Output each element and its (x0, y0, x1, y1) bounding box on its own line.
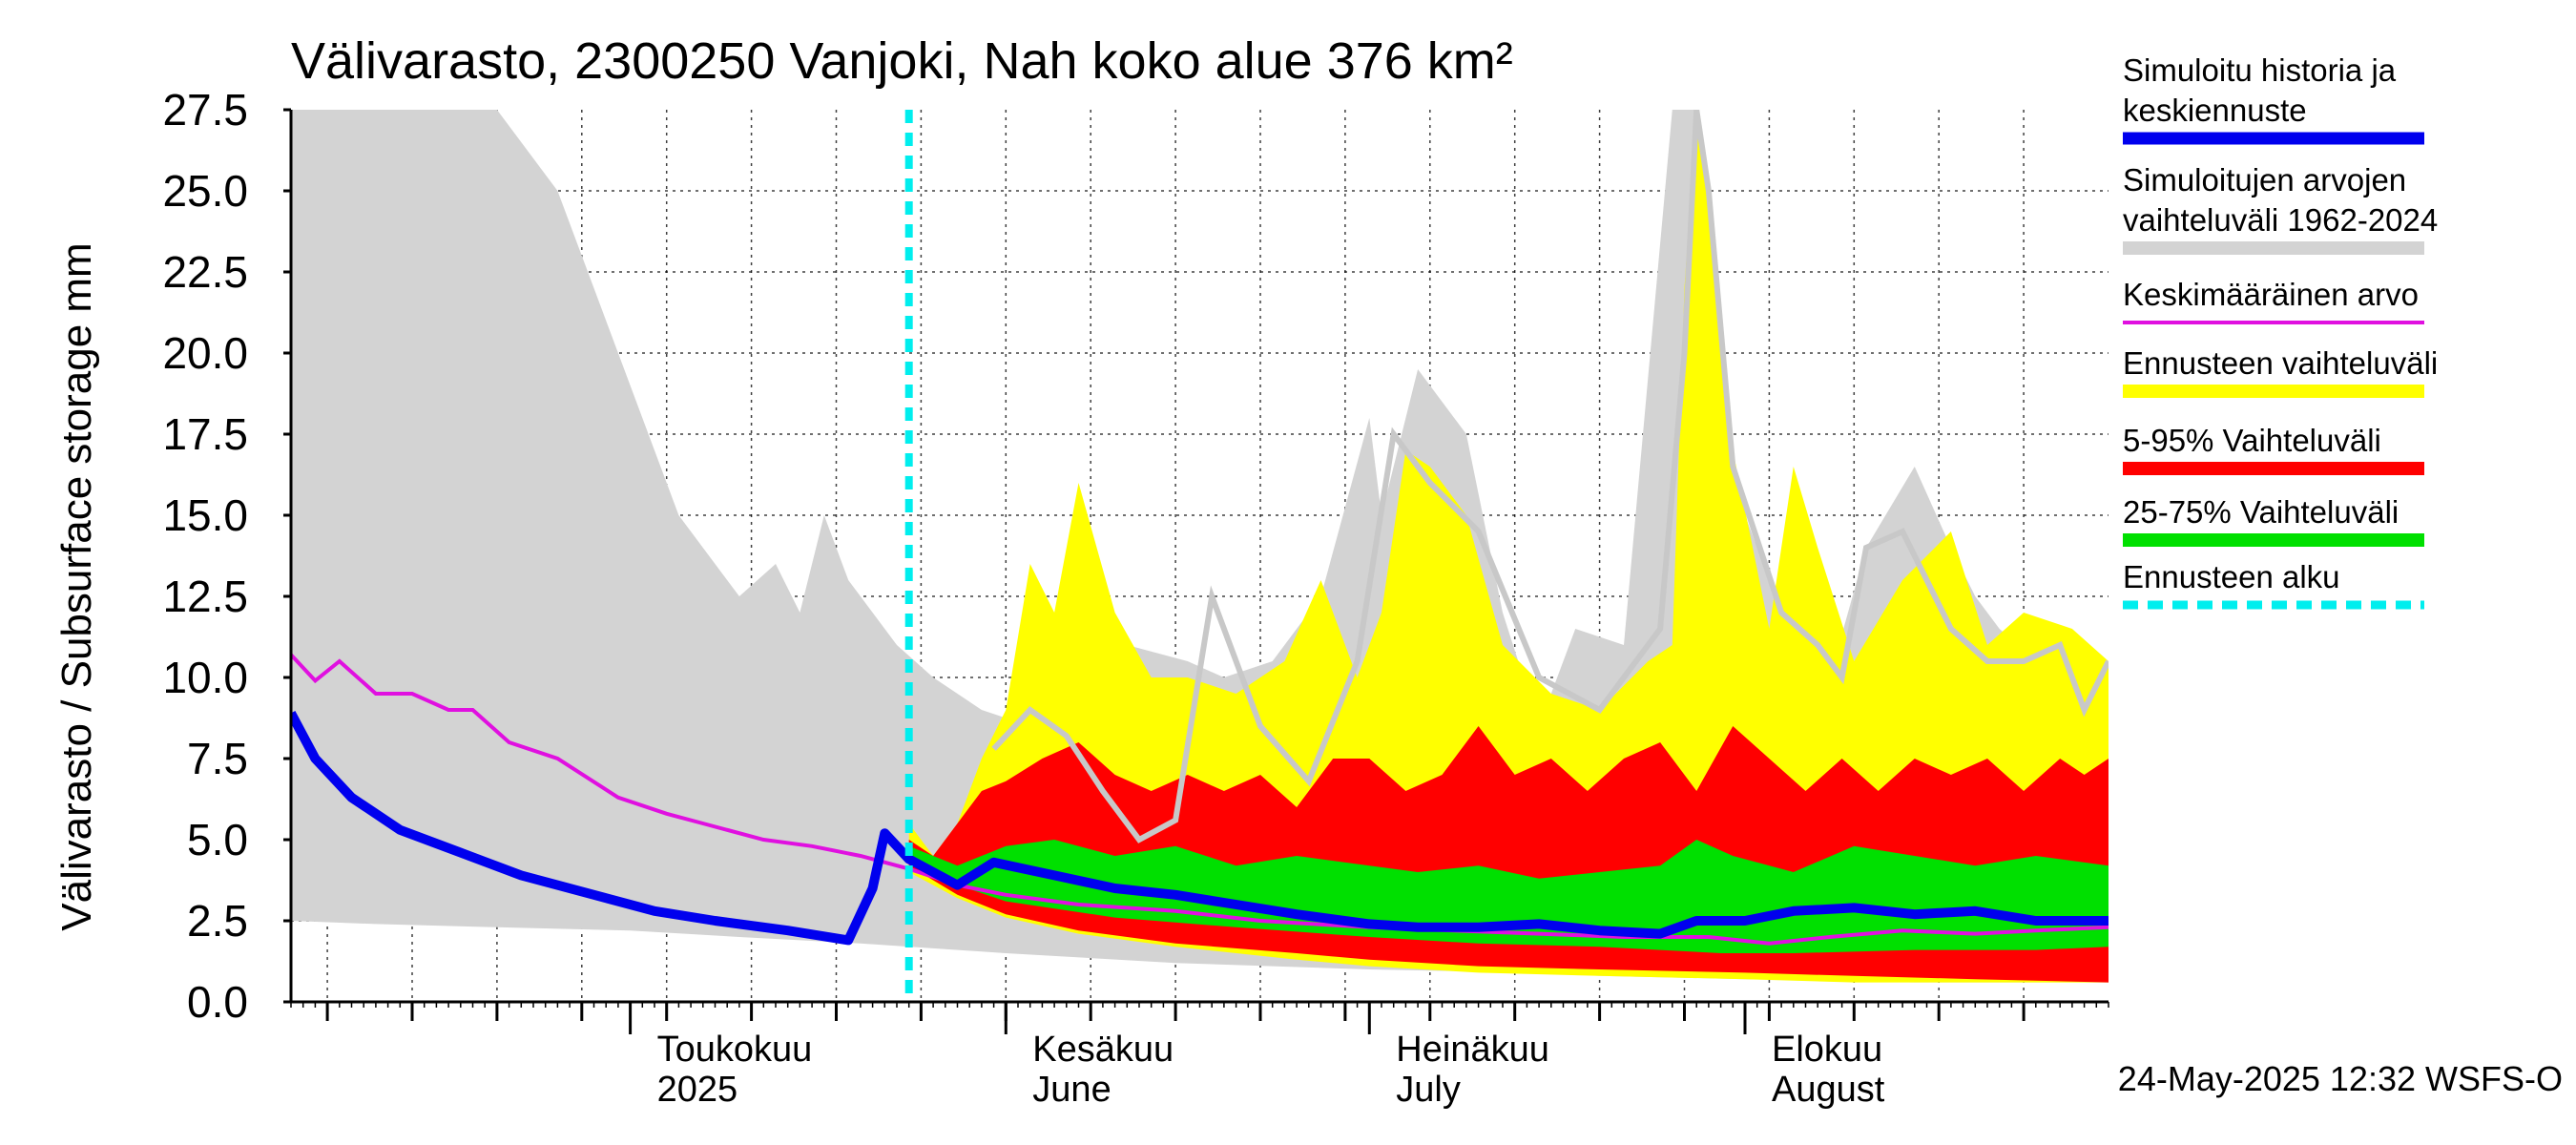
p25-75-band (908, 840, 2109, 953)
y-tick-label: 0.0 (187, 977, 248, 1027)
y-tick-label: 27.5 (162, 85, 248, 135)
x-year-label: July (1396, 1070, 1461, 1110)
lines (291, 110, 2109, 1002)
history-forecast-line (291, 711, 2109, 946)
bands (291, 110, 2109, 983)
legend-label: 5-95% Vaihteluväli (2123, 423, 2381, 458)
y-tick-label: 15.0 (162, 490, 248, 540)
chart-title: Välivarasto, 2300250 Vanjoki, Nah koko a… (291, 32, 1513, 90)
legend-label: Ennusteen alku (2123, 559, 2340, 594)
y-tick-label: 7.5 (187, 734, 248, 783)
legend-label: keskiennuste (2123, 93, 2307, 128)
y-tick-label: 12.5 (162, 572, 248, 621)
y-tick-label: 5.0 (187, 815, 248, 864)
y-tick-label: 17.5 (162, 409, 248, 459)
legend-label: vaihteluväli 1962-2024 (2123, 202, 2438, 238)
axes: 0.0 2.5 5.0 7.5 10.0 12.5 15.0 17.5 20.0 22.5 25.0… (162, 85, 2109, 1110)
legend-label: Simuloitu historia ja (2123, 52, 2397, 88)
x-year-label: June (1032, 1070, 1111, 1110)
legend-label: 25-75% Vaihteluväli (2123, 494, 2399, 530)
y-axis-label: Välivarasto / Subsurface storage mm (53, 242, 100, 930)
x-month-label: Elokuu (1772, 1030, 1882, 1070)
footer-timestamp: 24-May-2025 12:32 WSFS-O (2118, 1059, 2563, 1098)
y-tick-label: 10.0 (162, 653, 248, 702)
legend-label: Simuloitujen arvojen (2123, 162, 2406, 198)
forecast-range-band (908, 110, 2109, 983)
legend: Simuloitu historia ja keskiennuste Simuloi… (2123, 52, 2438, 610)
legend-label: Ennusteen vaihteluväli (2123, 345, 2438, 381)
y-tick-label: 20.0 (162, 328, 248, 378)
x-year-label: 2025 (657, 1070, 738, 1110)
x-month-label: Kesäkuu (1032, 1030, 1174, 1070)
x-year-label: August (1772, 1070, 1885, 1110)
legend-label: Keskimääräinen arvo (2123, 277, 2419, 312)
y-tick-label: 22.5 (162, 247, 248, 297)
gray-scenario-line (991, 110, 2109, 843)
x-month-label: Heinäkuu (1396, 1030, 1549, 1070)
x-month-label: Toukokuu (657, 1030, 813, 1070)
y-tick-label: 25.0 (162, 166, 248, 216)
y-tick-label: 2.5 (187, 896, 248, 946)
